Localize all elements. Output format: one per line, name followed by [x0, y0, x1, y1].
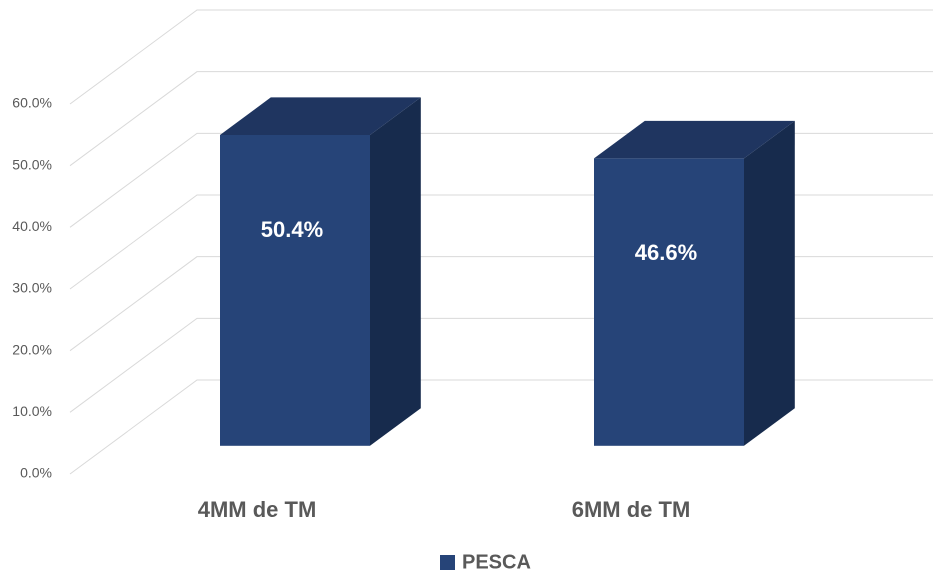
- bar-top: [594, 120, 795, 159]
- x-tick-label: 6MM de TM: [572, 497, 691, 522]
- y-tick-label: 20.0%: [12, 341, 52, 357]
- grid-line: [69, 256, 933, 352]
- grid-line: [69, 317, 933, 413]
- y-tick-label: 10.0%: [12, 403, 52, 419]
- grid-line: [69, 194, 933, 290]
- y-tick-label: 0.0%: [20, 465, 52, 481]
- y-tick-label: 40.0%: [12, 218, 52, 234]
- grid-line: [69, 379, 933, 475]
- bar-side: [370, 97, 421, 446]
- y-tick-label: 50.0%: [12, 156, 52, 172]
- y-tick-label: 30.0%: [12, 280, 52, 296]
- legend-swatch: [440, 555, 455, 570]
- data-label: 46.6%: [635, 240, 697, 265]
- bar: [594, 158, 744, 446]
- bar-top: [220, 97, 421, 135]
- grid-line: [69, 71, 933, 167]
- grid-line: [69, 132, 933, 228]
- bar: [220, 135, 370, 446]
- data-label: 50.4%: [261, 217, 323, 242]
- y-tick-label: 60.0%: [12, 95, 52, 111]
- legend-label: PESCA: [462, 551, 531, 573]
- grid-line: [69, 9, 933, 105]
- x-tick-label: 4MM de TM: [198, 497, 317, 522]
- bar-side: [744, 120, 795, 446]
